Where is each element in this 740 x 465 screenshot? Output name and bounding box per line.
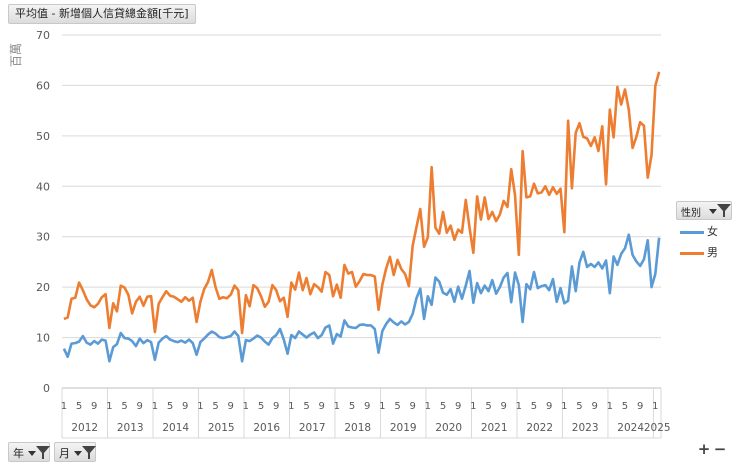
month-tick-label: 5 [394,401,400,412]
month-tick-label: 9 [273,401,279,412]
y-tick-label: 0 [43,382,50,395]
filter-icon [717,204,731,217]
y-tick-label: 20 [36,281,50,294]
year-tick-label: 2018 [344,422,371,434]
year-tick-label: 2017 [299,422,326,434]
month-tick-label: 9 [591,401,597,412]
y-tick-label: 50 [36,130,50,143]
month-tick-label: 9 [91,401,97,412]
month-tick-label: 5 [303,401,309,412]
month-tick-label: 5 [258,401,264,412]
month-tick-label: 9 [637,401,643,412]
month-tick-label: 9 [182,401,188,412]
year-tick-label: 2016 [253,422,280,434]
month-tick-label: 1 [61,401,67,412]
legend-item-female: 女 [680,223,718,239]
month-tick-label: 5 [212,401,218,412]
month-filter-label: 月 [59,447,70,460]
month-tick-label: 1 [243,401,249,412]
y-tick-label: 10 [36,332,50,345]
year-tick-label: 2021 [481,422,508,434]
month-tick-label: 1 [288,401,294,412]
field-button-value[interactable]: 平均值 - 新增個人信貸總金額[千元] [8,4,196,24]
month-tick-label: 1 [106,401,112,412]
month-tick-label: 9 [319,401,325,412]
y-axis-unit-label: 百萬 [9,43,23,67]
month-tick-label: 9 [137,401,143,412]
month-tick-label: 1 [652,401,658,412]
month-tick-label: 1 [607,401,613,412]
chevron-down-icon [709,209,717,214]
month-tick-label: 5 [167,401,173,412]
legend-label: 男 [707,246,718,259]
month-tick-label: 5 [485,401,491,412]
legend-field-button[interactable]: 性別 [676,201,732,220]
year-tick-label: 2012 [71,422,98,434]
month-tick-label: 1 [152,401,158,412]
month-tick-label: 1 [470,401,476,412]
y-tick-label: 40 [36,180,50,193]
legend-label: 女 [707,225,718,238]
month-tick-label: 5 [576,401,582,412]
series-line-female [62,233,661,363]
year-tick-label: 2023 [572,422,599,434]
year-tick-label: 2014 [162,422,189,434]
year-tick-label: 2020 [435,422,462,434]
year-filter-button[interactable]: 年 [8,442,50,462]
month-tick-label: 9 [546,401,552,412]
year-tick-label: 2015 [208,422,235,434]
legend-field-label: 性別 [681,208,701,219]
month-tick-label: 5 [531,401,537,412]
month-tick-label: 1 [334,401,340,412]
month-tick-label: 5 [440,401,446,412]
year-tick-label: 2025 [644,422,671,434]
series-line-male [63,71,661,335]
month-tick-label: 1 [561,401,567,412]
month-tick-label: 1 [379,401,385,412]
year-tick-label: 2022 [526,422,553,434]
year-filter-label: 年 [13,447,24,460]
month-tick-label: 5 [349,401,355,412]
legend-swatch [680,230,704,234]
year-tick-label: 2019 [390,422,417,434]
month-tick-label: 1 [516,401,522,412]
month-tick-label: 5 [121,401,127,412]
month-tick-label: 5 [622,401,628,412]
filter-icon [36,446,50,459]
legend-swatch [680,251,704,255]
y-tick-label: 60 [36,79,50,92]
year-tick-label: 2024 [617,422,644,434]
expand-button[interactable]: + [697,440,711,458]
month-tick-label: 9 [500,401,506,412]
month-tick-label: 9 [409,401,415,412]
year-tick-label: 2013 [117,422,144,434]
month-tick-label: 9 [364,401,370,412]
chevron-down-icon [74,451,82,456]
collapse-button[interactable]: − [713,440,727,458]
month-tick-label: 1 [197,401,203,412]
month-tick-label: 9 [455,401,461,412]
y-tick-label: 70 [36,29,50,42]
filter-icon [82,446,96,459]
month-tick-label: 9 [228,401,234,412]
month-tick-label: 1 [425,401,431,412]
legend-item-male: 男 [680,244,718,260]
y-tick-label: 30 [36,231,50,244]
month-tick-label: 5 [76,401,82,412]
chevron-down-icon [28,451,36,456]
month-filter-button[interactable]: 月 [54,442,96,462]
